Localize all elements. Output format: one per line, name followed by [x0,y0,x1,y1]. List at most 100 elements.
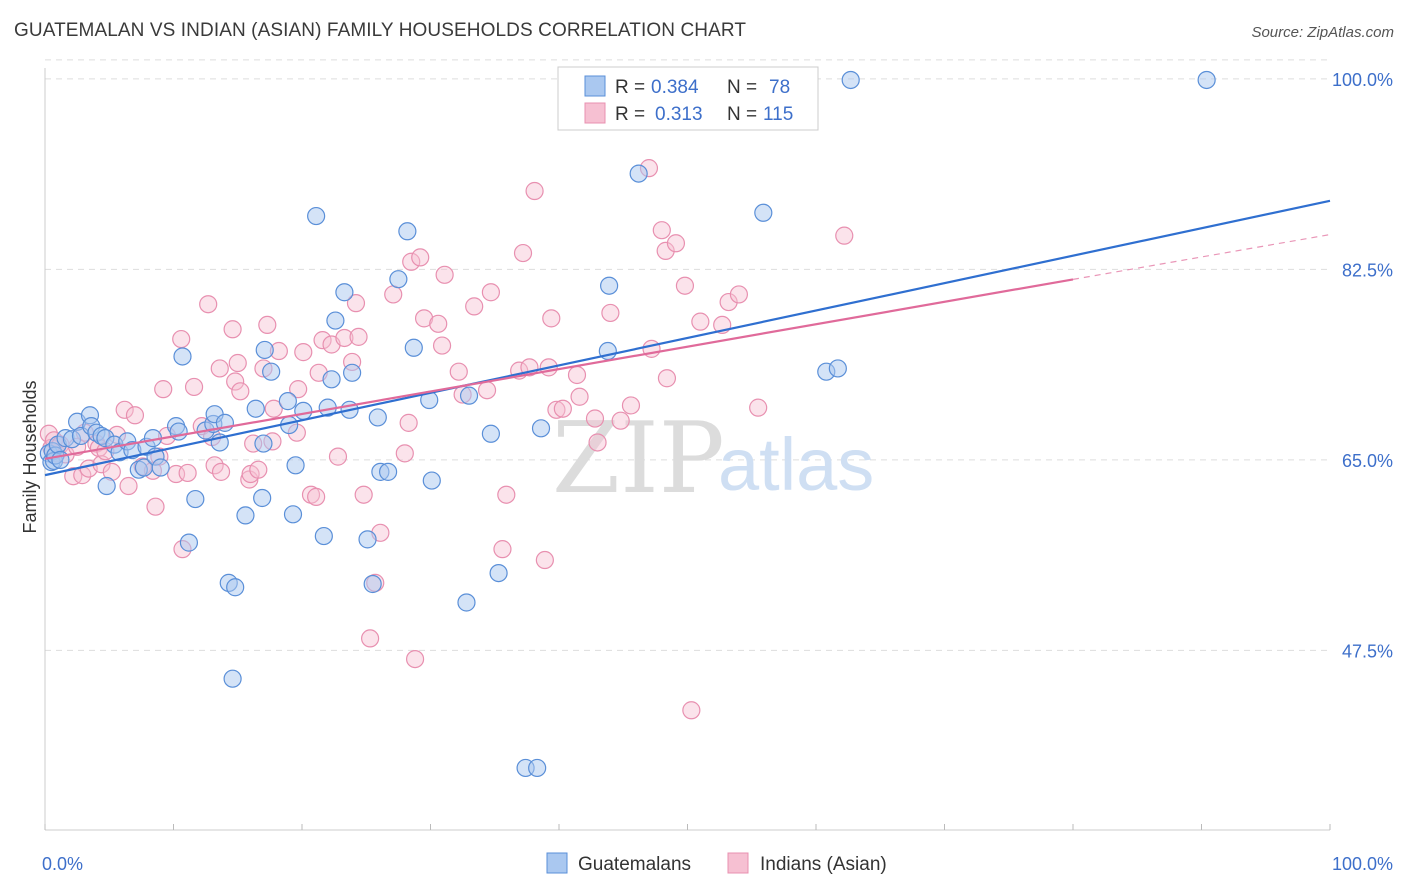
point-guatemalans-81 [828,359,847,378]
point-indians-36 [211,462,231,481]
point-guatemalans-51 [307,206,326,226]
point-guatemalans-63 [378,462,398,481]
point-guatemalans-79 [754,203,773,222]
point-indians-85 [513,243,533,263]
point-guatemalans-16 [97,476,116,496]
point-guatemalans-43 [255,340,274,360]
point-guatemalans-38 [226,578,245,597]
legend-blue-swatch [584,75,606,97]
point-indians-87 [525,181,544,201]
point-guatemalans-60 [363,574,382,594]
x-tick-label-0: 0.0% [42,854,83,874]
point-indians-59 [335,328,354,348]
point-guatemalans-55 [326,311,345,330]
point-guatemalans-78 [629,164,648,183]
point-indians-83 [497,485,516,504]
point-indians-102 [652,221,671,240]
chart-title: GUATEMALAN VS INDIAN (ASIAN) FAMILY HOUS… [14,20,747,41]
point-guatemalans-61 [368,408,387,427]
point-indians-99 [621,396,641,415]
watermark: ZIP atlas [552,402,874,516]
point-guatemalans-46 [278,392,297,411]
point-indians-38 [226,372,245,391]
point-indians-30 [184,377,204,397]
trend-line-guatemalans [44,199,1331,477]
legend-pink-swatch [584,102,606,124]
point-guatemalans-54 [322,370,341,389]
point-indians-51 [289,380,308,399]
legend-guatemalans-label: Guatemalans [578,854,691,875]
point-indians-88 [535,550,554,570]
point-indians-52 [294,343,313,362]
point-indians-24 [154,380,173,399]
point-indians-67 [384,285,403,304]
point-indians-72 [411,248,430,267]
legend-r-label-1: R = [615,77,645,98]
series-indians-asian [39,85,854,720]
legend-n-label-1: N = [727,77,757,98]
grid-lines [45,59,1330,651]
point-indians-92 [553,399,572,418]
point-indians-95 [585,409,605,428]
point-guatemalans-70 [459,386,479,405]
point-indians-37 [223,320,242,339]
point-indians-22 [146,497,165,516]
point-indians-94 [570,387,589,406]
point-indians-56 [313,331,332,350]
point-guatemalans-48 [283,505,303,524]
point-indians-98 [611,411,630,430]
point-indians-71 [405,649,425,669]
watermark-atlas: atlas [718,423,874,506]
legend-r-value-2: 0.313 [655,104,703,125]
legend-indians-swatch [727,852,749,874]
legend-indians-label: Indians (Asian) [760,854,887,875]
trend-lines [44,199,1331,477]
trend-line-indians [44,278,1074,460]
point-indians-81 [481,283,500,302]
point-guatemalans-56 [335,283,354,302]
y-tick-label-3: 100.0% [1332,70,1393,90]
point-indians-112 [749,398,768,417]
y-axis-label: Family Households [20,380,40,533]
point-guatemalans-69 [457,593,476,612]
y-tick-labels: 47.5% 65.0% 82.5% 100.0% [1332,70,1393,662]
point-indians-44 [249,460,268,479]
watermark-zip: ZIP [552,402,725,516]
point-indians-76 [435,265,454,284]
point-guatemalans-40 [236,506,255,525]
legend-n-value-2: 115 [763,104,793,125]
point-guatemalans-44 [262,362,281,381]
point-indians-103 [656,241,675,260]
point-indians-61 [346,294,366,313]
point-indians-114 [835,226,854,245]
point-indians-27 [172,329,191,349]
point-guatemalans-83 [1197,70,1216,90]
legend-guatemalans-swatch [546,852,568,874]
point-indians-48 [264,399,283,418]
point-guatemalans-30 [179,533,199,552]
x-tick-labels: 0.0% 100.0% [42,854,1393,874]
legend-n-label-2: N = [727,104,757,125]
point-indians-110 [719,292,738,312]
y-tick-label-0: 47.5% [1342,641,1393,661]
y-tick-label-1: 65.0% [1342,451,1393,471]
point-guatemalans-41 [246,399,265,418]
point-indians-97 [601,303,620,323]
point-indians-54 [307,487,326,506]
legend-stats: R = 0.384 N = 78 R = 0.313 N = 115 [557,66,819,131]
point-indians-105 [666,234,686,253]
chart-source: Source: ZipAtlas.com [1251,24,1394,41]
point-guatemalans-68 [422,471,441,490]
point-guatemalans-82 [841,70,860,90]
point-guatemalans-72 [489,563,508,583]
point-indians-19 [125,406,145,425]
point-guatemalans-59 [358,530,377,549]
point-indians-104 [657,369,677,388]
legend-n-value-1: 78 [769,77,790,98]
point-guatemalans-77 [600,276,619,295]
point-indians-58 [328,447,348,466]
y-tick-label-2: 82.5% [1342,260,1393,280]
point-indians-62 [349,327,368,346]
point-guatemalans-6 [51,450,70,469]
point-indians-80 [477,381,497,400]
